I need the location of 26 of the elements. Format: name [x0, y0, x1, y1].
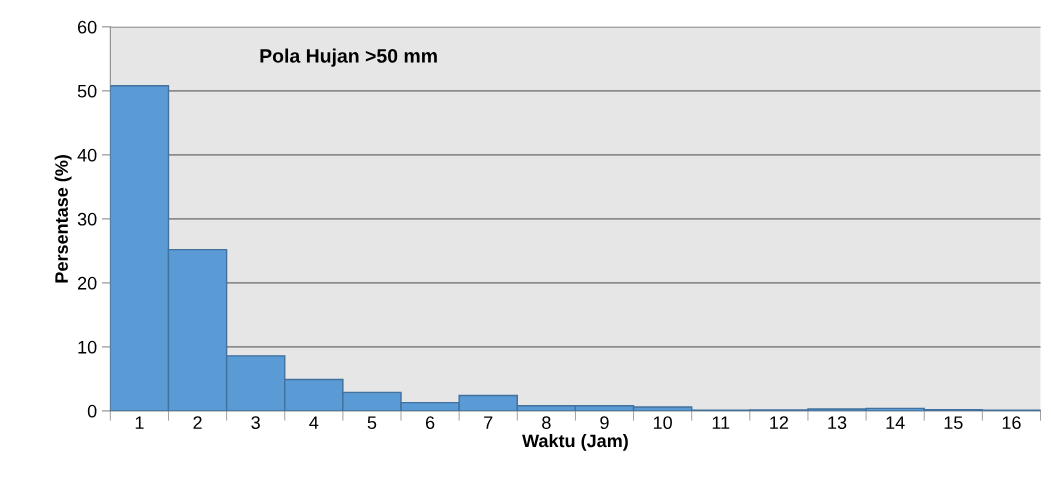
x-tick-label: 8: [542, 416, 551, 430]
y-tick-label: 20: [77, 276, 97, 290]
x-tick-label: 3: [251, 416, 260, 430]
y-axis-title: Persentase (%): [54, 155, 72, 283]
x-tick-label: 11: [712, 416, 730, 429]
x-tick-label: 5: [367, 416, 377, 430]
y-tick-label: 60: [78, 20, 97, 34]
y-tick-label: 30: [77, 212, 97, 226]
x-axis-title: Waktu (Jam): [522, 433, 628, 451]
x-tick-label: 16: [1002, 416, 1021, 430]
x-tick-label: 1: [135, 416, 144, 429]
x-tick-label: 4: [309, 416, 319, 429]
x-tick-label: 13: [828, 416, 847, 430]
x-tick-label: 14: [886, 416, 905, 429]
x-tick-label: 12: [770, 416, 789, 429]
y-tick-label: 40: [77, 148, 97, 162]
x-tick-label: 7: [484, 416, 493, 429]
x-tick-label: 9: [600, 416, 609, 430]
y-tick-label: 10: [78, 340, 97, 354]
y-tick-label: 50: [77, 84, 97, 98]
y-tick-label: 0: [87, 404, 97, 418]
x-tick-label: 15: [944, 416, 963, 430]
text: Pola Hujan >50 mm: [260, 48, 437, 67]
x-tick-label: 10: [653, 416, 672, 430]
x-tick-label: 2: [193, 416, 202, 429]
x-tick-label: 6: [425, 416, 435, 430]
